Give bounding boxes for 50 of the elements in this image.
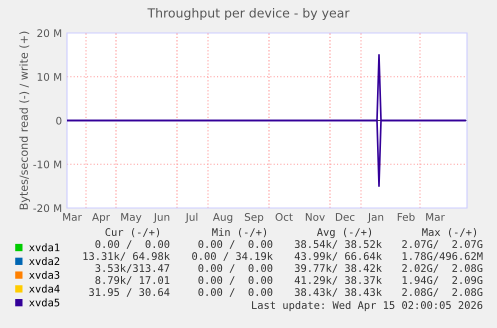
text: 38.54k/ 38.52k: [294, 240, 382, 249]
x-tick-label: Nov: [306, 213, 325, 221]
x-tick-label: Aug: [212, 213, 232, 223]
text: 0.00 / 0.00: [198, 276, 272, 285]
legend-label: xvda2: [29, 257, 60, 266]
legend-label: xvda3: [29, 270, 60, 279]
x-tick-label: Feb: [398, 212, 415, 221]
x-tick-label: Sep: [244, 213, 264, 223]
text: 0.00 / 0.00: [198, 264, 272, 273]
legend-label: xvda5: [29, 298, 60, 306]
x-tick-label: Jul: [185, 212, 198, 223]
text: 0.00 / 0.00: [95, 240, 170, 249]
text: 41.29k/ 38.37k: [294, 276, 382, 285]
text: Avg (-/+): [316, 228, 372, 238]
text: Last update: Wed Apr 15 02:00:05 2026: [252, 300, 482, 312]
text: 0.00 / 0.00: [198, 240, 272, 249]
text: 1.78G/496.62M: [402, 252, 483, 261]
legend-label: xvda4: [29, 284, 60, 293]
text: 0.00 / 34.19k: [192, 252, 273, 261]
text: 1.94G/ 2.09G: [402, 276, 482, 285]
text: 13.31k/ 64.98k: [83, 252, 170, 261]
x-tick-label: Mar: [63, 213, 82, 221]
text: 3.53k/313.47: [95, 264, 170, 273]
text: 31.95 / 30.64: [89, 288, 170, 297]
y-tick-label: 0: [56, 116, 62, 125]
text: 38.43k/ 38.43k: [294, 288, 382, 297]
x-tick-label: Oct: [276, 213, 293, 221]
y-axis-title: Bytes/second read (-) / write (+): [19, 32, 30, 210]
text: 0.00 / 0.00: [198, 288, 272, 297]
text: Max (-/+): [422, 228, 476, 238]
y-tick-label: 20 M: [37, 29, 62, 38]
y-tick-label: 10 M: [38, 72, 62, 81]
x-tick-label: Jan: [367, 213, 384, 223]
text: Min (-/+): [212, 228, 266, 238]
text: 8.79k/ 17.01: [95, 276, 170, 285]
text: 2.02G/ 2.08G: [402, 264, 482, 273]
y-tick-label: -10 M: [33, 160, 62, 168]
x-tick-label: Apr: [92, 213, 110, 223]
text: 43.99k/ 66.64k: [294, 252, 382, 261]
x-tick-label: Jun: [153, 213, 170, 223]
chart-title: Throughput per device - by year: [147, 8, 350, 20]
text: 2.07G/ 2.07G: [402, 240, 482, 249]
x-tick-label: Mar: [426, 213, 445, 221]
x-tick-label: Dec: [336, 213, 354, 221]
x-tick-label: May: [121, 213, 142, 223]
text: 2.08G/ 2.08G: [402, 288, 482, 297]
text: Cur (-/+): [105, 228, 160, 238]
y-tick-label: -20 M: [33, 204, 62, 212]
text: 39.77k/ 38.42k: [294, 264, 382, 273]
legend-label: xvda1: [29, 243, 60, 252]
